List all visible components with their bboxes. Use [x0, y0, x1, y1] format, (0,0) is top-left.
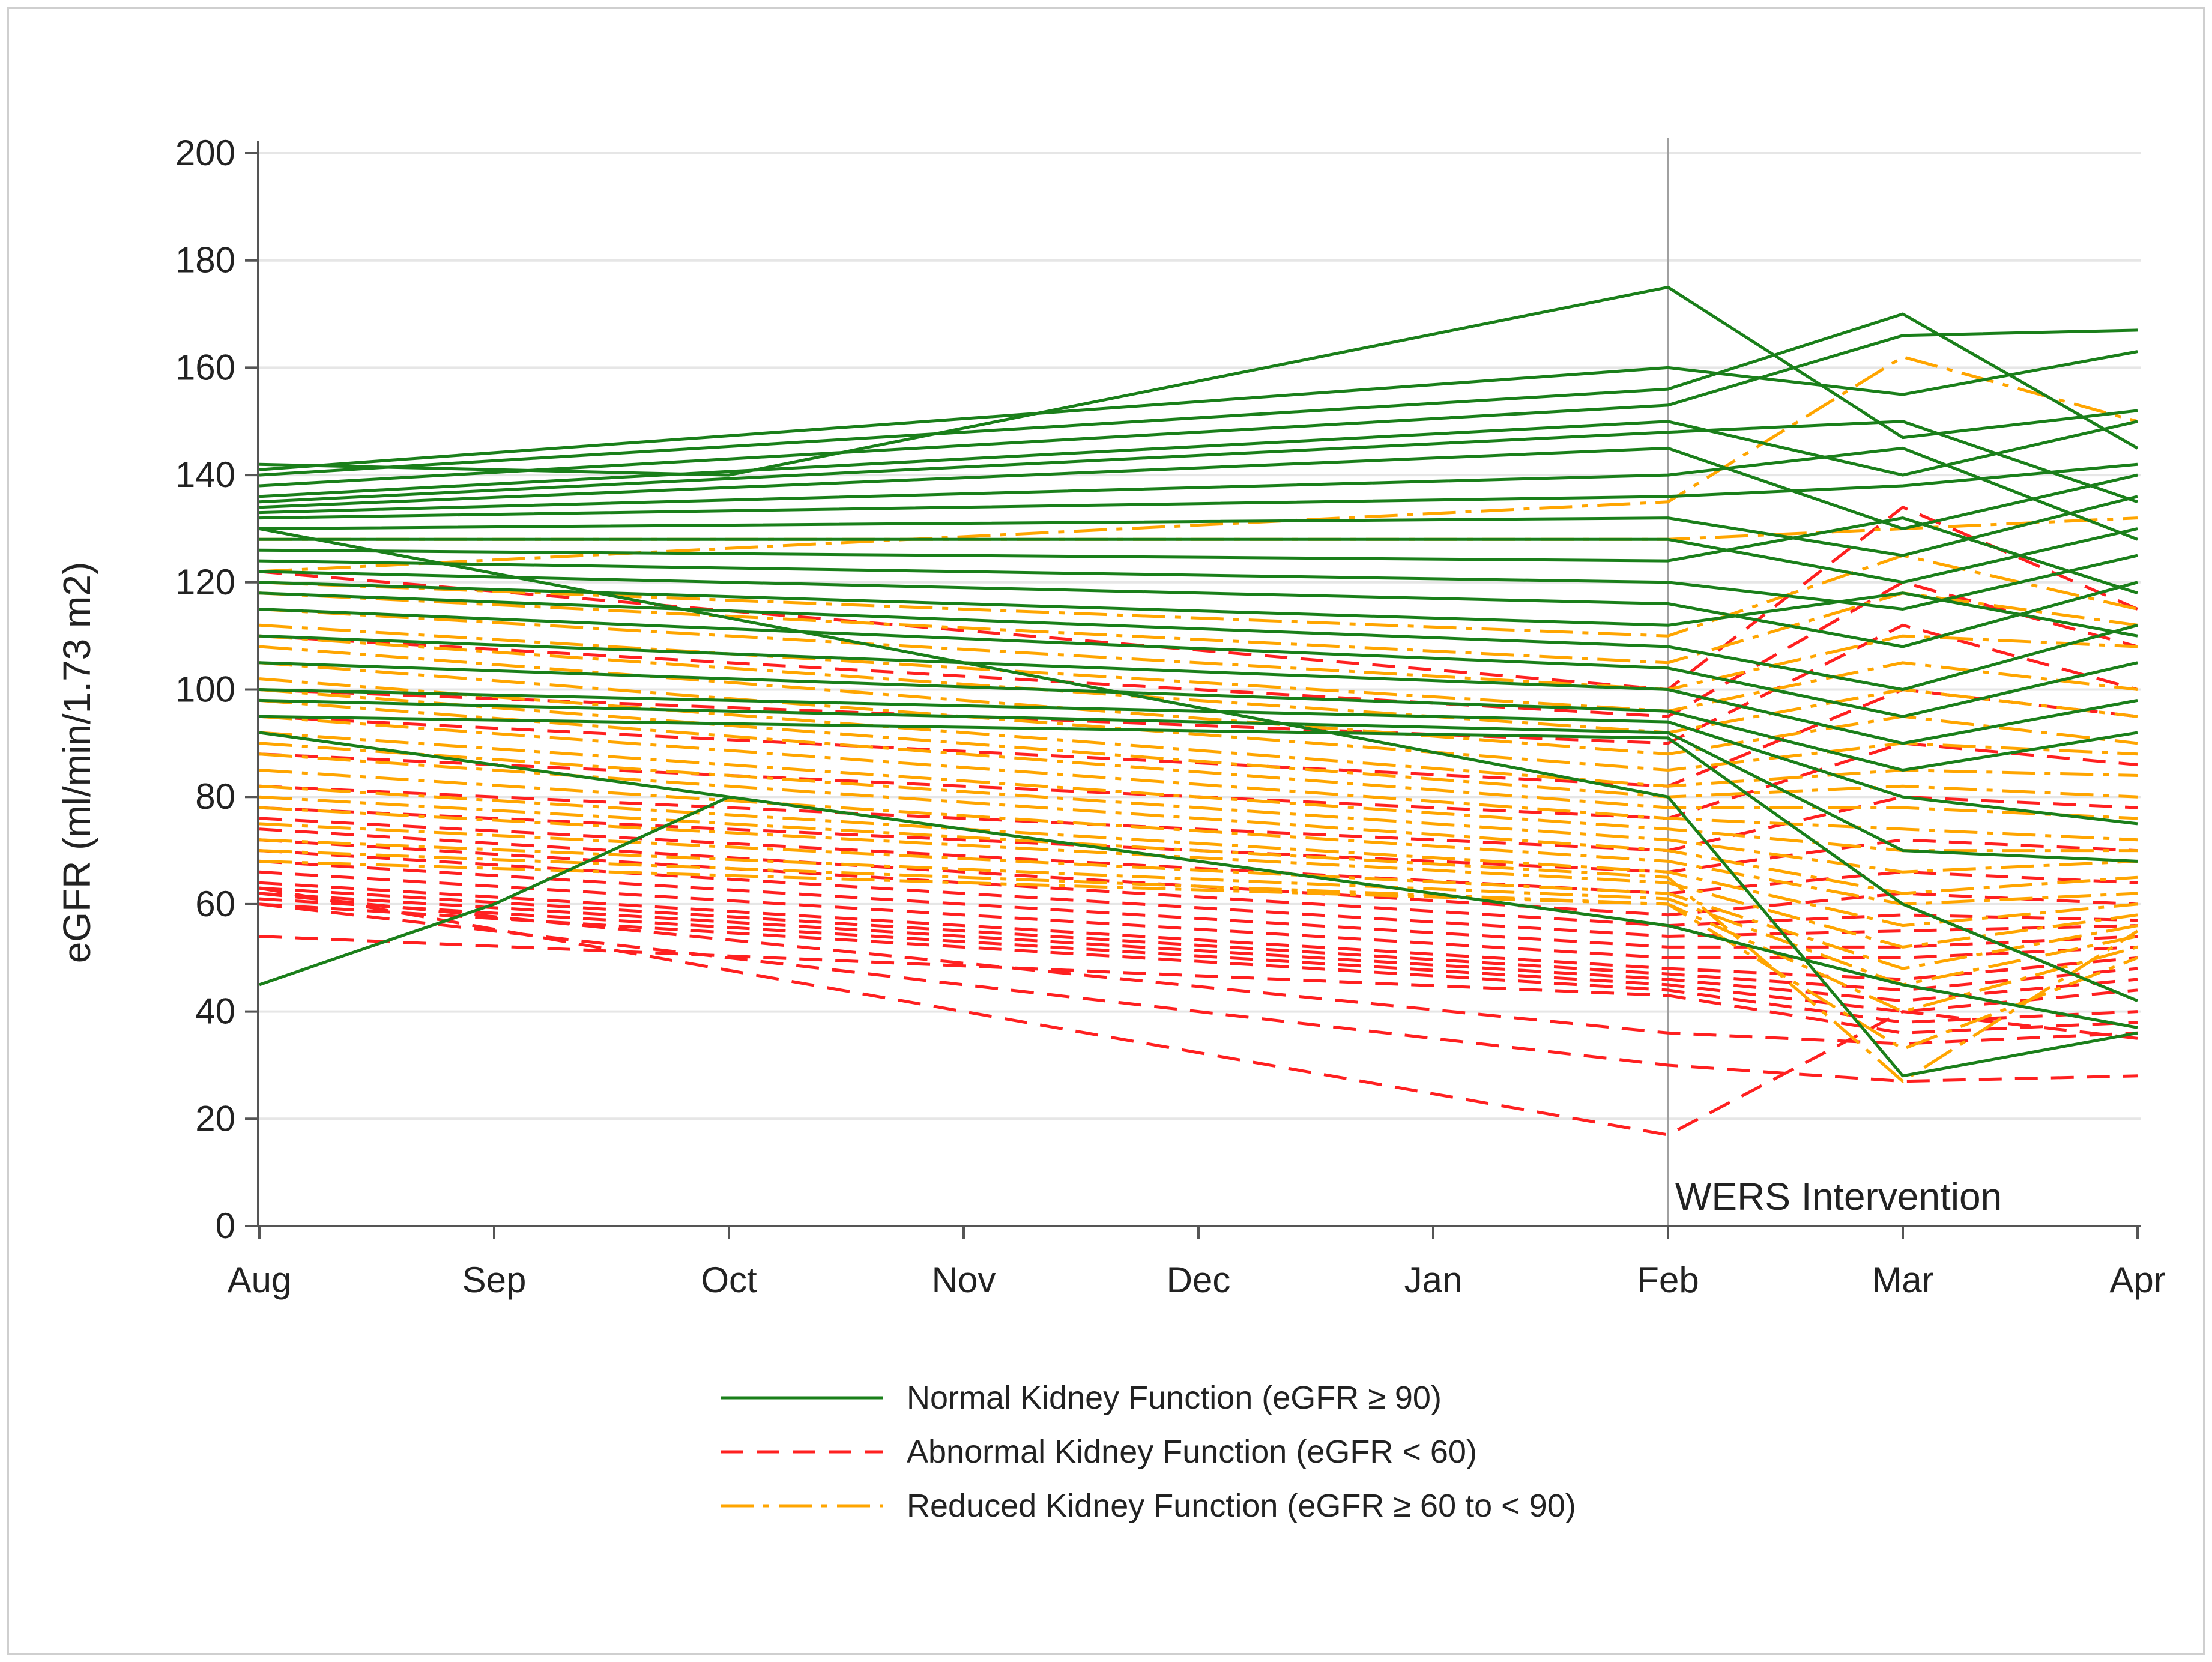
legend-label-abnormal: Abnormal Kidney Function (eGFR < 60)	[907, 1434, 1477, 1470]
series-line-normal-21	[259, 698, 2138, 863]
series-line-reduced-4	[259, 591, 2138, 665]
legend-label-normal: Normal Kidney Function (eGFR ≥ 90)	[907, 1380, 1442, 1416]
series-line-normal-6	[259, 420, 2138, 504]
series-line-reduced-16	[259, 752, 2138, 895]
series-line-normal-25	[259, 731, 2138, 1029]
series-line-abnormal-14	[259, 881, 2138, 981]
series-line-reduced-9	[259, 661, 2138, 772]
x-tick-label-dec: Dec	[1167, 1260, 1231, 1300]
figure-frame	[7, 7, 2205, 1655]
series-line-reduced-23	[259, 859, 2138, 1051]
y-tick-label-60: 60	[195, 884, 235, 924]
x-tick-label-jan: Jan	[1404, 1260, 1463, 1300]
y-tick-label-100: 100	[175, 669, 235, 710]
series-line-abnormal-19	[259, 935, 2138, 1035]
series-line-abnormal-1	[259, 506, 2138, 691]
series-line-normal-5	[259, 420, 2138, 498]
series-line-normal-22	[259, 715, 2138, 1003]
series-line-abnormal-22	[259, 886, 2138, 1137]
y-tick-label-140: 140	[175, 455, 235, 495]
series-line-reduced-24	[259, 795, 2139, 1083]
series-line-reduced-10	[259, 677, 2138, 788]
series-line-reduced-7	[259, 634, 2138, 734]
y-axis-title: eGFR (ml/min/1.73 m2)	[55, 562, 98, 964]
series-line-abnormal-12	[259, 859, 2138, 949]
series-line-normal-13	[259, 554, 2138, 611]
x-tick-label-mar: Mar	[1872, 1260, 1933, 1300]
series-line-normal-7	[259, 446, 2138, 530]
series-line-reduced-3	[259, 554, 2138, 638]
series-line-normal-2	[259, 350, 2138, 471]
series-line-abnormal-20	[259, 892, 2138, 1045]
x-tick-label-feb: Feb	[1637, 1260, 1699, 1300]
y-tick-label-160: 160	[175, 347, 235, 387]
series-line-abnormal-16	[259, 892, 2138, 1003]
series-line-normal-12	[259, 516, 2138, 595]
x-tick-label-oct: Oct	[701, 1260, 757, 1300]
series-line-reduced-12	[259, 698, 2138, 820]
series-line-reduced-21	[259, 838, 2138, 987]
series-line-normal-17	[259, 608, 2138, 718]
series-line-normal-24	[259, 527, 2138, 1078]
y-tick-label-180: 180	[175, 240, 235, 280]
axis-layer: 0 20 40 60 80 100 120 140 160 180 200 Aug Sep Oct Nov D…	[175, 133, 2166, 1300]
series-line-normal-16	[259, 591, 2138, 691]
series-line-abnormal-18	[259, 902, 2138, 1024]
intervention-annotation-label: WERS Intervention	[1675, 1175, 2002, 1218]
series-line-reduced-8	[259, 645, 2138, 756]
series-line-normal-4	[259, 328, 2138, 488]
series-line-normal-8	[259, 446, 2138, 541]
y-tick-label-120: 120	[175, 562, 235, 602]
series-line-abnormal-17	[259, 897, 2138, 1014]
x-tick-label-nov: Nov	[932, 1260, 996, 1300]
series-line-reduced-15	[259, 742, 2138, 874]
legend-label-reduced: Reduced Kidney Function (eGFR ≥ 60 to < …	[907, 1488, 1576, 1524]
x-tick-label-aug: Aug	[228, 1260, 292, 1300]
x-tick-label-apr: Apr	[2109, 1260, 2165, 1300]
series-line-abnormal-3	[259, 623, 2138, 745]
legend: Normal Kidney Function (eGFR ≥ 90) Abnor…	[721, 1380, 1576, 1524]
series-line-normal-20	[259, 688, 2138, 826]
series-line-reduced-13	[259, 715, 2138, 842]
y-tick-label-40: 40	[195, 991, 235, 1032]
series-line-reduced-5	[259, 608, 2138, 691]
series-line-reduced-2	[259, 355, 2138, 573]
y-tick-label-200: 200	[175, 133, 235, 173]
series-line-abnormal-15	[259, 886, 2138, 992]
series-line-reduced-20	[259, 822, 2138, 970]
series-line-abnormal-11	[259, 849, 2138, 938]
series-line-normal-3	[259, 312, 2139, 477]
series-line-normal-9	[259, 462, 2138, 520]
series-line-reduced-6	[259, 623, 2138, 713]
series-line-normal-23	[259, 795, 730, 987]
series-line-reduced-14	[259, 731, 2138, 853]
series-line-normal-10	[259, 495, 2138, 557]
x-tick-label-sep: Sep	[462, 1260, 527, 1300]
series-line-reduced-19	[259, 806, 2138, 949]
data-layer	[259, 285, 2139, 1137]
series-line-normal-19	[259, 661, 2138, 772]
y-tick-label-80: 80	[195, 776, 235, 817]
y-tick-label-20: 20	[195, 1098, 235, 1138]
series-line-abnormal-9	[259, 827, 2138, 917]
series-line-normal-15	[259, 581, 2138, 638]
series-line-reduced-17	[259, 769, 2138, 906]
y-tick-label-0: 0	[216, 1206, 235, 1246]
series-line-abnormal-5	[259, 742, 2138, 820]
series-line-normal-1	[259, 285, 2138, 477]
series-line-reduced-22	[259, 849, 2138, 1014]
